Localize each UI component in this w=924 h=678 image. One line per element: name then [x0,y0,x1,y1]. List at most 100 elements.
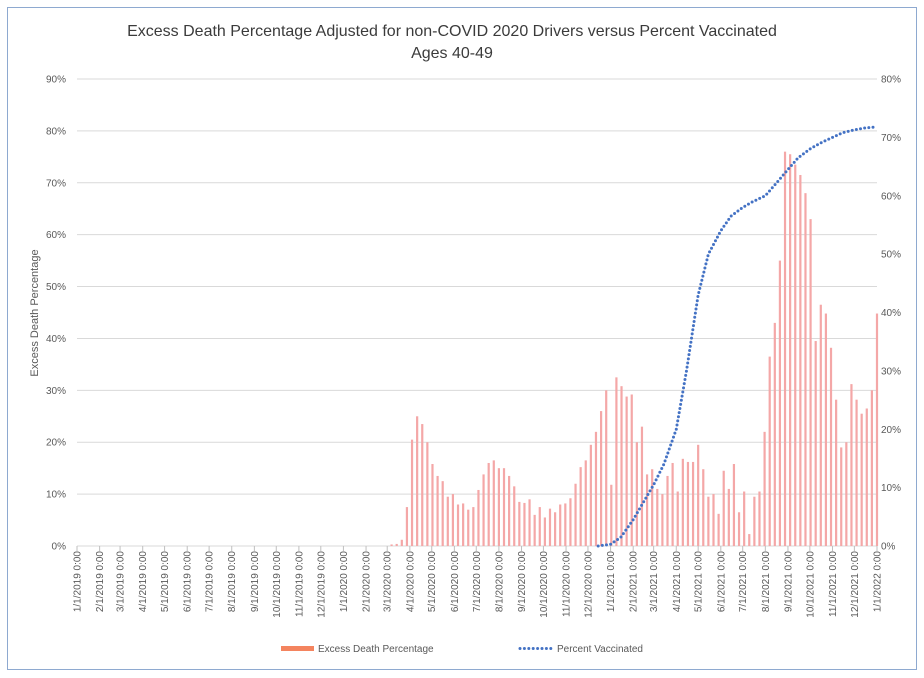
bar [564,503,567,546]
bar [676,491,679,546]
vaccination-point [696,295,700,299]
x-tick-label: 11/1/2020 0:00 [562,551,573,617]
vaccination-point [658,470,662,474]
bar [533,514,536,546]
x-tick-label: 9/1/2021 0:00 [783,551,794,613]
bar [548,508,552,546]
legend-dot [531,647,535,650]
legend-label-percent-vaccinated: Percent Vaccinated [557,644,643,655]
bar [753,496,756,546]
x-tick-label: 1/1/2022 0:00 [873,551,884,613]
x-tick-label: 3/1/2021 0:00 [649,551,660,613]
bar [559,504,562,546]
bar [594,431,598,546]
vaccination-point [761,195,765,199]
vaccination-point [842,130,846,134]
x-tick-label: 8/1/2019 0:00 [227,551,238,613]
vaccination-point [776,179,780,183]
bar [416,416,419,546]
vaccination-point [697,290,701,294]
y2-tick-label: 0% [881,542,896,553]
bar [589,444,592,546]
vaccination-point [635,511,639,515]
vaccination-point [700,278,704,282]
bar [569,498,572,546]
x-tick-label: 2/1/2019 0:00 [95,551,106,613]
vaccination-point [690,336,694,340]
vaccination-point [781,173,785,177]
vaccination-point [686,361,690,365]
bar [697,444,700,546]
vaccination-point [708,250,712,254]
vaccination-point [624,528,628,532]
vaccination-point [778,176,782,180]
bar [610,484,613,546]
vaccination-point [787,167,791,171]
bar [712,494,715,546]
vaccination-point [705,258,709,262]
bar [732,464,736,546]
vaccination-point [750,200,754,204]
bar [666,475,669,546]
y-tick-label: 10% [46,490,66,501]
vaccination-point [600,543,604,547]
vaccination-point [652,482,656,486]
vaccination-point [687,353,691,357]
vaccination-point [619,535,623,539]
vaccination-point [805,149,809,153]
bar [778,260,782,546]
bar [717,513,720,546]
x-tick-label: 3/1/2020 0:00 [383,551,394,613]
bar [467,509,470,546]
bar [850,384,853,546]
vaccination-point [676,419,680,423]
x-tick-label: 9/1/2019 0:00 [250,551,261,613]
vaccination-point [694,307,698,311]
y-tick-label: 20% [46,438,66,449]
bar [528,499,531,546]
vaccination-point [695,299,699,303]
vaccination-point [664,455,668,459]
vaccination-point [633,514,637,518]
bar [661,494,664,546]
vaccination-point [669,443,673,447]
x-tick-label: 8/1/2021 0:00 [761,551,772,613]
vaccination-point [823,139,827,143]
vaccination-point [683,378,687,382]
vaccination-point [765,192,769,196]
vaccination-point [710,246,714,250]
y2-tick-label: 50% [881,250,901,261]
bar [645,474,649,546]
vaccination-point [834,134,838,138]
vaccination-point [720,228,724,232]
vaccination-point [693,311,697,315]
bar [819,304,822,546]
vaccination-point [727,217,731,221]
bar-series [390,151,879,546]
vaccination-point [648,489,652,493]
bar [554,512,557,546]
vaccination-point [686,357,690,361]
vaccination-point [701,274,705,278]
bar [513,486,516,546]
vaccination-point [801,152,805,156]
vaccination-point [678,407,682,411]
x-tick-label: 5/1/2019 0:00 [160,551,171,613]
y2-tick-label: 10% [881,483,901,494]
bar [860,413,863,546]
legend-label-excess-death: Excess Death Percentage [318,644,434,655]
bar [451,494,455,546]
vaccination-point [789,164,793,168]
vaccination-point [626,525,630,529]
vaccination-point [667,447,671,451]
x-tick-label: 10/1/2019 0:00 [272,551,283,618]
y-tick-label: 70% [46,178,66,189]
x-tick-label: 3/1/2019 0:00 [116,551,127,613]
vaccination-point [706,254,710,258]
vaccination-point [827,137,831,141]
vaccination-point [684,369,688,373]
x-tick-label: 7/1/2021 0:00 [738,551,749,613]
vaccination-point [666,451,670,455]
vaccination-point [612,540,616,544]
bar [799,174,802,546]
